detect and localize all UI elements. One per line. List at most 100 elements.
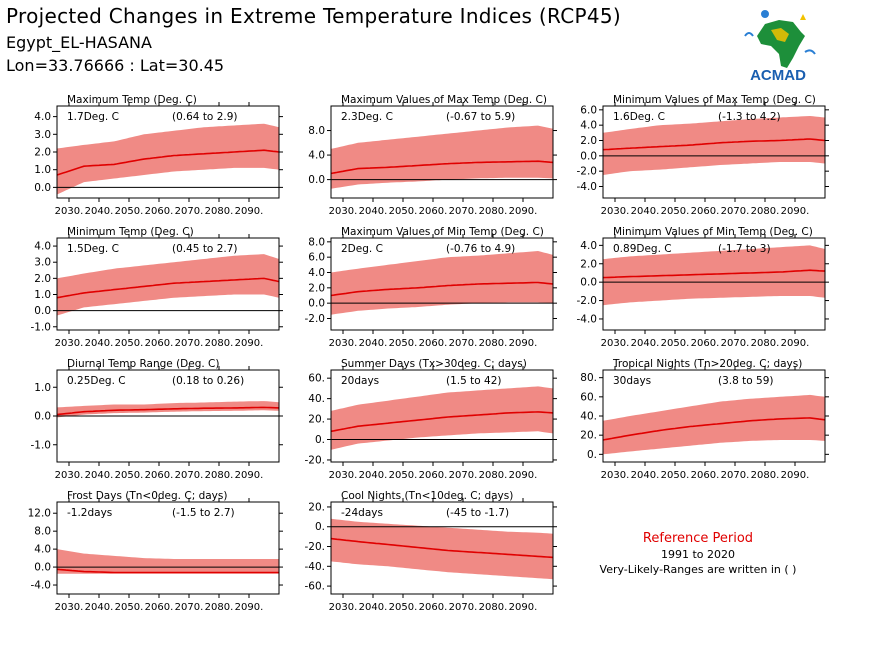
change-value: 1.7Deg. C xyxy=(67,111,119,123)
very-likely-range: (-1.3 to 4.2) xyxy=(718,111,781,123)
chart-title: Summer Days (Tx>30deg. C; days) xyxy=(341,358,527,370)
y-tick-label: 1.0 xyxy=(34,164,51,176)
y-tick-label: 4.0 xyxy=(580,120,597,132)
y-tick-label: 0.0 xyxy=(34,182,51,194)
y-tick-label: 8.0 xyxy=(308,236,325,248)
x-tick-label: 2090. xyxy=(781,206,810,217)
chart-title: Maximum Values of Min Temp (Deg. C) xyxy=(341,226,544,238)
y-tick-label: 1.0 xyxy=(34,382,51,394)
y-tick-label: -1.0 xyxy=(31,321,52,333)
x-tick-label: 2090. xyxy=(781,470,810,481)
y-tick-label: 2.0 xyxy=(580,258,597,270)
chart-title: Maximum Temp (Deg. C) xyxy=(67,94,197,106)
x-tick-label: 2050. xyxy=(661,470,690,481)
reference-period-note: Very-Likely-Ranges are written in ( ) xyxy=(599,563,797,576)
very-likely-range: (-0.67 to 5.9) xyxy=(446,111,515,123)
x-tick-label: 2090. xyxy=(509,206,538,217)
plot-frame xyxy=(56,501,280,595)
change-value: 0.25Deg. C xyxy=(67,375,126,387)
change-value: 30days xyxy=(613,375,651,387)
chart-panel: 0.0 1.0 2.0 3.0 4.0 2030. 2040. 2050. 2060. 2070.… xyxy=(34,94,283,217)
y-tick-label: 20. xyxy=(308,414,325,426)
very-likely-range: (-1.5 to 2.7) xyxy=(172,507,235,519)
x-tick-label: 2040. xyxy=(359,470,388,481)
plot-frame xyxy=(330,105,554,199)
y-tick-label: 4.0 xyxy=(34,111,51,123)
very-likely-range: (0.18 to 0.26) xyxy=(172,375,244,387)
x-tick-label: 2050. xyxy=(115,470,144,481)
y-tick-label: 8.0 xyxy=(34,526,51,538)
chart-title: Diurnal Temp Range (Deg. C) xyxy=(67,358,219,370)
x-tick-label: 2080. xyxy=(205,338,234,349)
x-tick-label: 2040. xyxy=(359,338,388,349)
y-tick-label: 60. xyxy=(580,391,597,403)
y-tick-label: 0.0 xyxy=(34,411,51,423)
y-tick-label: -2.0 xyxy=(305,313,326,325)
x-tick-label: 2090. xyxy=(235,470,264,481)
reference-period-years: 1991 to 2020 xyxy=(660,548,736,561)
x-tick-label: 2030. xyxy=(55,206,84,217)
x-tick-label: 2080. xyxy=(751,206,780,217)
median-line xyxy=(330,281,554,297)
median-line xyxy=(602,138,826,151)
y-tick-label: 0.0 xyxy=(308,174,325,186)
y-tick-label: 4.0 xyxy=(580,240,597,252)
x-tick-label: 2090. xyxy=(235,602,264,613)
x-tick-label: 2060. xyxy=(145,206,174,217)
very-likely-range: (-0.76 to 4.9) xyxy=(446,243,515,255)
x-tick-label: 2070. xyxy=(175,602,204,613)
x-tick-label: 2060. xyxy=(145,338,174,349)
very-likely-range: (3.8 to 59) xyxy=(718,375,773,387)
x-tick-label: 2060. xyxy=(691,338,720,349)
x-tick-label: 2080. xyxy=(751,338,780,349)
chart-panel: -1.0 0.0 1.0 2030. 2040. 2050. 2060. 2070. 2080.… xyxy=(31,358,283,481)
y-tick-label: 80. xyxy=(580,372,597,384)
x-tick-label: 2060. xyxy=(419,470,448,481)
x-tick-label: 2030. xyxy=(55,470,84,481)
y-tick-label: 12.0 xyxy=(28,508,51,520)
very-likely-range: (0.45 to 2.7) xyxy=(172,243,238,255)
x-tick-label: 2060. xyxy=(419,602,448,613)
x-tick-label: 2040. xyxy=(631,470,660,481)
change-value: 1.5Deg. C xyxy=(67,243,119,255)
x-tick-label: 2030. xyxy=(55,602,84,613)
plot-frame xyxy=(330,237,554,331)
chart-panel: -60. -40. -20. 0. 20. 2030. 2040. 2050. 2060. 207… xyxy=(305,490,557,613)
chart-title: Tropical Nights (Tn>20deg. C; days) xyxy=(612,358,802,370)
median-line xyxy=(330,537,554,559)
plot-frame xyxy=(330,369,554,463)
x-tick-label: 2050. xyxy=(661,206,690,217)
x-tick-label: 2080. xyxy=(479,602,508,613)
x-tick-label: 2040. xyxy=(85,470,114,481)
median-line xyxy=(330,160,554,175)
x-tick-label: 2030. xyxy=(601,470,630,481)
y-tick-label: -20. xyxy=(305,454,326,466)
median-line xyxy=(56,568,279,574)
logo-text: ACMAD xyxy=(750,67,806,84)
change-value: -1.2days xyxy=(67,507,112,519)
y-tick-label: 0. xyxy=(587,449,597,461)
very-likely-range: (-1.7 to 3) xyxy=(718,243,771,255)
y-tick-label: 2.0 xyxy=(34,273,51,285)
x-tick-label: 2040. xyxy=(85,338,114,349)
chart-title: Frost Days (Tn<0deg. C; days) xyxy=(67,490,227,502)
x-tick-label: 2090. xyxy=(781,338,810,349)
plot-frame xyxy=(330,501,554,595)
median-line xyxy=(56,149,280,176)
x-tick-label: 2070. xyxy=(449,470,478,481)
y-tick-label: -2.0 xyxy=(577,166,598,178)
likely-range-band xyxy=(57,254,279,316)
x-tick-label: 2040. xyxy=(359,602,388,613)
x-tick-label: 2080. xyxy=(751,470,780,481)
x-tick-label: 2080. xyxy=(205,206,234,217)
x-tick-label: 2050. xyxy=(389,602,418,613)
x-tick-label: 2090. xyxy=(235,206,264,217)
x-tick-label: 2050. xyxy=(115,602,144,613)
x-tick-label: 2070. xyxy=(721,470,750,481)
chart-title: Cool Nights (Tn<10deg. C; days) xyxy=(341,490,513,502)
x-tick-label: 2060. xyxy=(419,206,448,217)
plot-frame xyxy=(602,237,826,331)
